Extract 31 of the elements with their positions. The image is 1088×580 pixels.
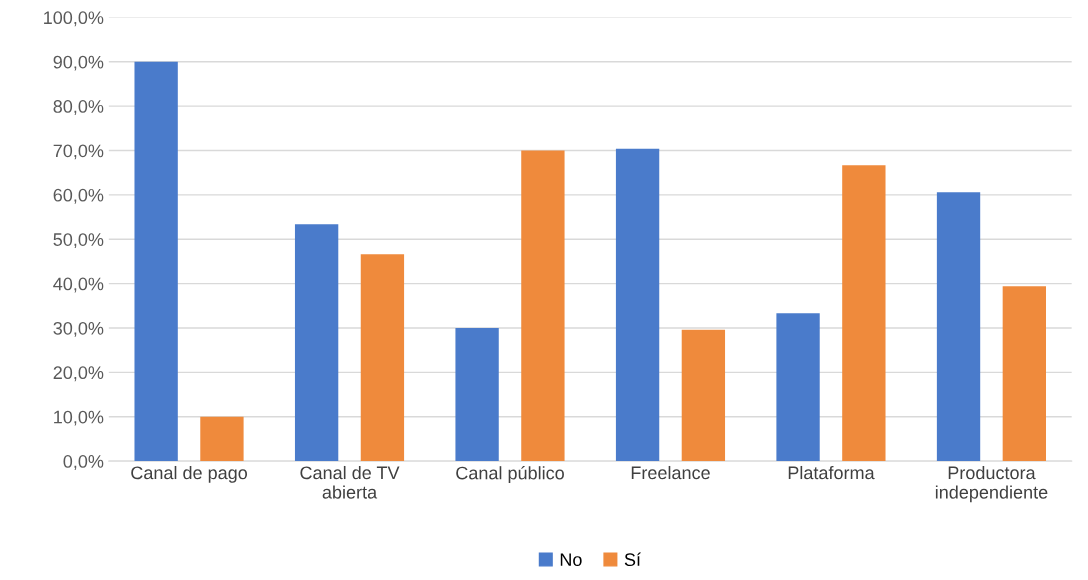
y-tick-label: 30,0%	[53, 321, 104, 337]
x-tick-label: Canal público	[456, 465, 564, 483]
y-tick-label: 50,0%	[53, 233, 104, 249]
x-tick-label: Productora independiente	[935, 465, 1048, 503]
y-tick-label: 90,0%	[53, 55, 104, 71]
y-tick-label: 70,0%	[53, 144, 104, 160]
bar	[615, 148, 660, 462]
y-tick-label: 0,0%	[63, 455, 104, 470]
y-tick-label: 20,0%	[53, 366, 104, 382]
y-tick-label: 80,0%	[53, 100, 104, 115]
bar	[776, 313, 820, 462]
y-tick-label: 60,0%	[53, 188, 104, 204]
x-tick-label: Canal de TV abierta	[300, 465, 400, 499]
legend-label: No	[560, 553, 582, 567]
bar	[681, 329, 726, 462]
y-tick-label: 40,0%	[53, 277, 104, 293]
y-tick-label: 10,0%	[54, 410, 104, 426]
bar	[521, 150, 565, 462]
bar	[842, 165, 886, 462]
x-tick-label: Plataforma	[788, 465, 875, 480]
bar	[134, 61, 178, 462]
legend-label: Sí	[624, 552, 641, 567]
bar	[360, 254, 405, 462]
bar	[455, 327, 499, 462]
x-tick-label: Freelance	[631, 465, 710, 480]
bar	[1002, 286, 1046, 462]
bar	[936, 192, 981, 462]
x-tick-label: Canal de pago	[131, 465, 248, 483]
bar	[294, 224, 339, 462]
bar	[200, 416, 244, 462]
y-tick-label: 100,0%	[44, 11, 104, 27]
